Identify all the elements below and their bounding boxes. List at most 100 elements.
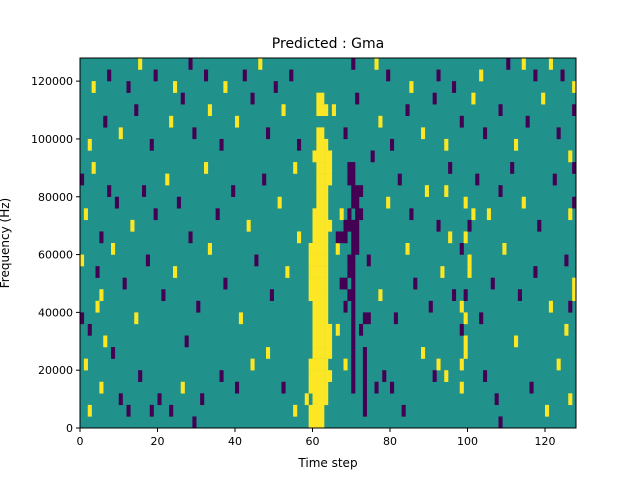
heatmap-cell bbox=[312, 312, 317, 325]
heatmap-cell bbox=[413, 277, 418, 290]
heatmap-cell bbox=[149, 404, 154, 417]
heatmap-cell bbox=[548, 58, 553, 70]
heatmap-cell bbox=[483, 127, 488, 140]
heatmap-cell bbox=[448, 162, 453, 174]
heatmap-cell bbox=[351, 370, 356, 382]
heatmap-cell bbox=[153, 69, 158, 82]
heatmap-cell bbox=[467, 266, 472, 278]
heatmap-cell bbox=[533, 69, 538, 82]
heatmap-cell bbox=[320, 243, 325, 255]
heatmap-cell bbox=[107, 185, 112, 197]
y-tick-label: 0 bbox=[66, 422, 73, 435]
heatmap-cell bbox=[359, 185, 364, 197]
heatmap-cell bbox=[448, 231, 453, 244]
heatmap-cell bbox=[324, 185, 329, 197]
heatmap-cell bbox=[324, 208, 329, 221]
heatmap-cell bbox=[200, 393, 205, 406]
heatmap-cell bbox=[452, 81, 457, 93]
heatmap-cell bbox=[273, 81, 278, 93]
heatmap-cell bbox=[467, 219, 472, 232]
heatmap-cell bbox=[320, 347, 325, 359]
heatmap-cell bbox=[498, 104, 503, 117]
heatmap-cell bbox=[351, 162, 356, 174]
heatmap-cell bbox=[362, 347, 367, 359]
heatmap-cell bbox=[304, 393, 309, 406]
heatmap-cell bbox=[498, 416, 503, 429]
heatmap-cell bbox=[145, 254, 150, 267]
heatmap-cell bbox=[316, 404, 321, 417]
heatmap-cell bbox=[180, 381, 185, 394]
heatmap-cell bbox=[312, 323, 317, 336]
heatmap-cell bbox=[525, 115, 530, 128]
heatmap-cell bbox=[444, 185, 449, 197]
heatmap-cell bbox=[324, 300, 329, 313]
heatmap-cell bbox=[231, 185, 236, 197]
heatmap-cell bbox=[223, 81, 228, 93]
heatmap-cell bbox=[258, 58, 263, 70]
heatmap-cell bbox=[390, 381, 395, 394]
heatmap-cell bbox=[312, 254, 317, 267]
heatmap-cell bbox=[351, 219, 356, 232]
heatmap-cell bbox=[316, 92, 321, 105]
heatmap-cell bbox=[339, 277, 344, 290]
heatmap-cell bbox=[568, 300, 573, 313]
heatmap-cell bbox=[479, 69, 484, 82]
heatmap-cell bbox=[436, 219, 441, 232]
heatmap-cell bbox=[362, 404, 367, 417]
heatmap-cell bbox=[320, 173, 325, 186]
heatmap-cell bbox=[351, 312, 356, 325]
heatmap-cell bbox=[320, 300, 325, 313]
heatmap-cell bbox=[320, 277, 325, 290]
heatmap-cell bbox=[324, 162, 329, 174]
heatmap-cell bbox=[355, 196, 360, 209]
heatmap-cell bbox=[343, 277, 348, 290]
heatmap-cell bbox=[347, 208, 352, 221]
heatmap-cell bbox=[83, 208, 88, 221]
heatmap-cell bbox=[459, 358, 464, 371]
heatmap-cell bbox=[312, 208, 317, 221]
heatmap-cell bbox=[99, 231, 104, 244]
heatmap-cell bbox=[308, 370, 313, 382]
heatmap-cell bbox=[328, 347, 333, 359]
heatmap-cell bbox=[180, 92, 185, 105]
heatmap-cell bbox=[463, 231, 468, 244]
heatmap-cell bbox=[366, 312, 371, 325]
heatmap-cell bbox=[308, 243, 313, 255]
heatmap-cell bbox=[463, 196, 468, 209]
heatmap-cell bbox=[405, 243, 410, 255]
heatmap-cell bbox=[351, 231, 356, 244]
heatmap-cell bbox=[324, 150, 329, 163]
heatmap-cell bbox=[362, 381, 367, 394]
heatmap-cell bbox=[316, 196, 321, 209]
heatmap-cell bbox=[440, 266, 445, 278]
heatmap-cell bbox=[479, 312, 484, 325]
heatmap-cell bbox=[320, 208, 325, 221]
x-tick-label: 0 bbox=[77, 435, 84, 448]
heatmap-cell bbox=[80, 254, 85, 267]
heatmap-cell bbox=[114, 196, 119, 209]
heatmap-cell bbox=[169, 115, 174, 128]
heatmap-cell bbox=[161, 289, 166, 302]
heatmap-cell bbox=[83, 358, 88, 371]
heatmap-cell bbox=[572, 196, 577, 209]
heatmap-cell bbox=[335, 243, 340, 255]
heatmap-cell bbox=[351, 300, 356, 313]
heatmap-cell bbox=[269, 289, 274, 302]
heatmap-cell bbox=[320, 404, 325, 417]
heatmap-cell bbox=[351, 254, 356, 267]
heatmap-cell bbox=[312, 289, 317, 302]
x-tick-label: 20 bbox=[151, 435, 165, 448]
heatmap-cell bbox=[192, 416, 197, 429]
y-tick-label: 80000 bbox=[38, 191, 73, 204]
heatmap-cell bbox=[572, 81, 577, 93]
heatmap-cell bbox=[351, 289, 356, 302]
heatmap-cell bbox=[351, 243, 356, 255]
heatmap-cell bbox=[556, 127, 561, 140]
heatmap-cell bbox=[316, 312, 321, 325]
heatmap-cell bbox=[343, 127, 348, 140]
heatmap-cell bbox=[467, 254, 472, 267]
heatmap-cell bbox=[80, 173, 85, 186]
heatmap-cell bbox=[246, 219, 251, 232]
heatmap-cell bbox=[471, 92, 476, 105]
heatmap-cell bbox=[316, 381, 321, 394]
